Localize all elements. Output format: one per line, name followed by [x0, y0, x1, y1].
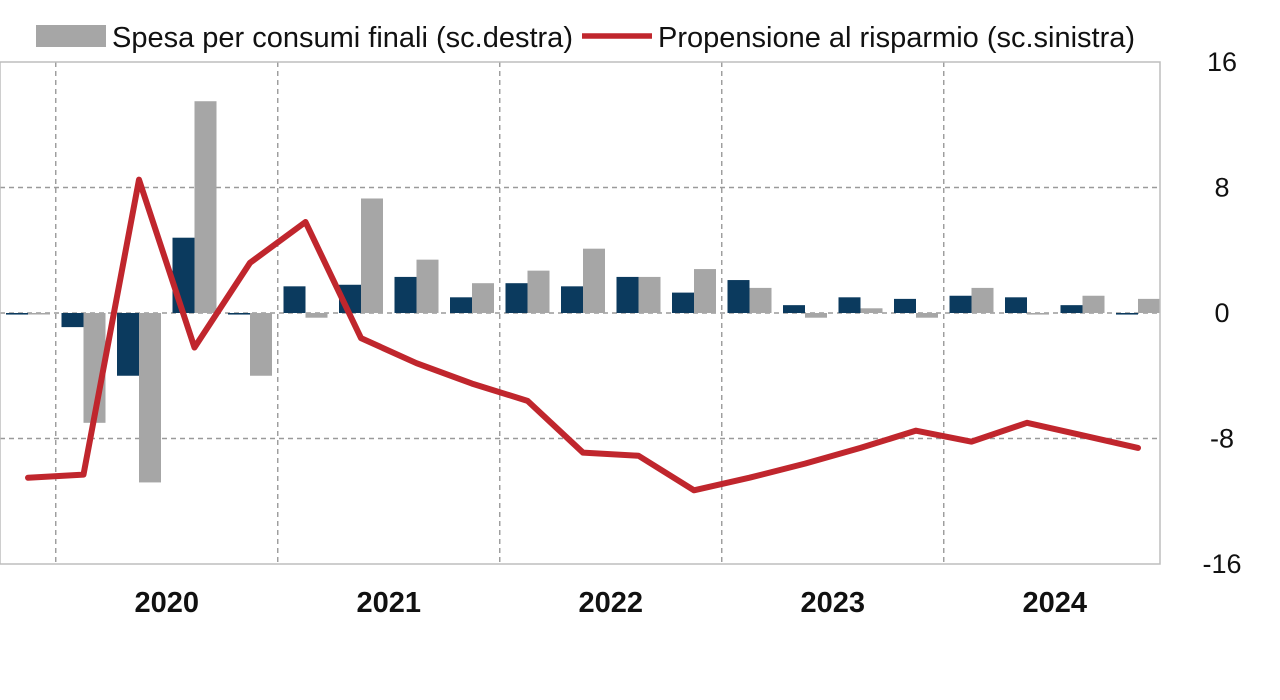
bar-s1-2020-Q3: [194, 101, 217, 313]
bar-s1-2024-Q3: [1082, 295, 1105, 313]
bar-s0-2024-Q4: [1116, 313, 1138, 315]
line-layer: [25, 176, 1141, 494]
legend: Spesa per consumi finali (sc.destra) Pro…: [36, 22, 1135, 54]
bar-s0-2023-Q3: [838, 297, 861, 313]
bar-s1-2021-Q1: [305, 313, 328, 318]
bar-s0-2023-Q4: [894, 298, 916, 313]
x-year-label-2021: 2021: [356, 587, 421, 619]
y-axis-ticks: 16 8 0 -8 -16: [1202, 47, 1241, 579]
bar-s0-2022-Q4: [672, 292, 694, 313]
bar-s0-2022-Q1: [505, 283, 528, 313]
bar-s1-2020-Q2: [139, 313, 161, 483]
bar-s0-2021-Q3: [394, 276, 417, 313]
bar-s1-2021-Q4: [472, 283, 494, 313]
bar-s1-2024-Q2: [1027, 313, 1049, 315]
bar-s1-2023-Q3: [860, 308, 883, 313]
bar-s1-2022-Q2: [583, 248, 605, 313]
y-tick-label: 16: [1207, 47, 1237, 77]
x-axis-labels: 2020 2021 2022 2023 2024: [134, 587, 1087, 619]
x-year-label-2020: 2020: [134, 587, 199, 619]
bar-s1-2021-Q3: [416, 259, 439, 313]
bar-s1-2023-Q1: [749, 287, 772, 313]
y-tick-label: -8: [1210, 424, 1234, 454]
bar-s1-2022-Q1: [527, 270, 550, 313]
bar-s0-2023-Q2: [783, 305, 805, 313]
bar-s0-2022-Q2: [561, 286, 583, 313]
bar-s0-2024-Q3: [1060, 305, 1083, 313]
bar-s1-2022-Q4: [694, 269, 716, 313]
x-year-label-2024: 2024: [1022, 587, 1087, 619]
legend-swatch-spesa: [36, 25, 106, 47]
bar-s1-2023-Q4: [916, 313, 938, 318]
bar-s0-2021-Q4: [450, 297, 472, 313]
legend-label-spesa: Spesa per consumi finali (sc.destra): [112, 22, 573, 54]
bar-s0-2023-Q1: [727, 280, 750, 313]
bar-s1-2020-Q4: [250, 313, 272, 376]
bar-s0-2020-Q4: [228, 313, 250, 315]
bar-s1-2019-Q4: [28, 313, 50, 315]
bar-s0-2024-Q1: [949, 295, 972, 313]
y-tick-label: 8: [1214, 173, 1229, 203]
y-tick-label: 0: [1214, 298, 1229, 328]
bar-s1-2024-Q1: [971, 287, 994, 313]
y-tick-label: -16: [1202, 549, 1241, 579]
bar-s0-2020-Q2: [117, 313, 139, 376]
x-year-label-2022: 2022: [578, 587, 643, 619]
bars: [6, 101, 1160, 483]
bar-s0-2024-Q2: [1005, 297, 1027, 313]
bar-s1-2021-Q2: [361, 198, 383, 313]
bar-s1-2024-Q4: [1138, 298, 1160, 313]
bar-s1-2023-Q2: [805, 313, 827, 318]
bar-s0-2019-Q4: [6, 313, 28, 315]
bar-s0-2020-Q3: [172, 237, 195, 313]
series-line-risparmio: [25, 176, 1141, 494]
bar-s1-2022-Q3: [638, 276, 661, 313]
legend-label-risparmio: Propensione al risparmio (sc.sinistra): [658, 22, 1135, 54]
bar-s0-2022-Q3: [616, 276, 639, 313]
plot-frame: [0, 61, 1161, 565]
x-year-label-2023: 2023: [800, 587, 865, 619]
bar-s0-2020-Q1: [61, 313, 84, 328]
bar-s0-2021-Q1: [283, 286, 306, 313]
